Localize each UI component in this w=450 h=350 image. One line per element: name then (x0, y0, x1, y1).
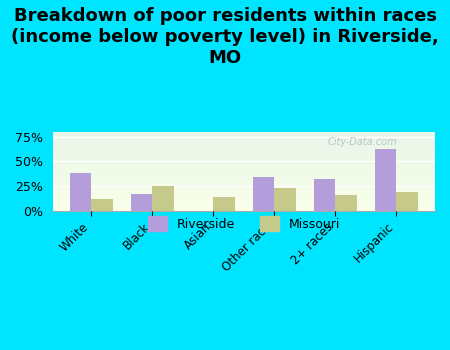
Bar (53, 193, 435, 194)
Bar (53, 150, 435, 151)
Bar (53, 182, 435, 183)
Bar (53, 145, 435, 146)
Bar (53, 148, 435, 149)
Bar (53, 170, 435, 171)
Bar (53, 173, 435, 174)
Bar (53, 167, 435, 168)
Bar (53, 196, 435, 197)
Bar (53, 190, 435, 191)
Bar (53, 149, 435, 150)
Bar (53, 197, 435, 198)
Bar (53, 201, 435, 202)
Bar (70, 173, 91, 211)
Bar (53, 206, 435, 208)
Bar (53, 171, 435, 172)
Bar (53, 134, 435, 135)
Bar (53, 203, 435, 204)
Bar (53, 209, 435, 210)
Bar (53, 139, 435, 140)
Bar (53, 154, 435, 155)
Bar (53, 146, 435, 147)
Bar (53, 177, 435, 178)
Bar (53, 156, 435, 157)
Bar (53, 142, 435, 143)
Bar (53, 159, 435, 160)
Bar (53, 181, 435, 182)
Bar (396, 192, 418, 211)
Bar (53, 152, 435, 153)
Bar (314, 179, 335, 211)
Bar (53, 157, 435, 158)
Bar (53, 188, 435, 189)
Bar (53, 168, 435, 169)
Text: City-Data.com: City-Data.com (328, 137, 398, 147)
Bar (53, 198, 435, 199)
Bar (375, 149, 396, 211)
Bar (53, 160, 435, 161)
Bar (53, 174, 435, 175)
Bar (53, 200, 435, 201)
Bar (53, 169, 435, 170)
Bar (53, 162, 435, 163)
Bar (53, 137, 435, 138)
Bar (53, 141, 435, 142)
Bar (53, 195, 435, 196)
Bar (53, 178, 435, 179)
Bar (53, 166, 435, 167)
Bar (53, 194, 435, 195)
Bar (53, 210, 435, 211)
Bar (53, 132, 435, 133)
Bar (53, 186, 435, 187)
Bar (53, 208, 435, 209)
Bar (53, 172, 435, 173)
Bar (53, 153, 435, 154)
Bar (53, 205, 435, 206)
Bar (53, 189, 435, 190)
Bar (53, 202, 435, 203)
Bar (53, 184, 435, 185)
Legend: Riverside, Missouri: Riverside, Missouri (142, 210, 346, 237)
Bar (53, 133, 435, 134)
Bar (53, 158, 435, 159)
Bar (53, 165, 435, 166)
Bar (53, 136, 435, 137)
Bar (213, 197, 235, 211)
Bar (53, 147, 435, 148)
Bar (53, 180, 435, 181)
Bar (53, 151, 435, 152)
Bar (53, 199, 435, 200)
Bar (53, 138, 435, 139)
Bar (53, 175, 435, 176)
Bar (53, 185, 435, 186)
Bar (53, 135, 435, 137)
Bar (53, 183, 435, 184)
Text: Breakdown of poor residents within races
(income below poverty level) in Riversi: Breakdown of poor residents within races… (11, 7, 439, 66)
Bar (53, 179, 435, 180)
Bar (253, 177, 274, 211)
Bar (131, 194, 153, 211)
Bar (53, 155, 435, 156)
Bar (53, 187, 435, 188)
Bar (53, 176, 435, 177)
Bar (53, 144, 435, 145)
Bar (91, 199, 113, 211)
Bar (53, 161, 435, 162)
Bar (53, 140, 435, 141)
Bar (53, 163, 435, 164)
Bar (153, 186, 174, 211)
Bar (335, 195, 357, 211)
Bar (53, 164, 435, 165)
Bar (53, 191, 435, 193)
Bar (274, 188, 296, 211)
Bar (53, 204, 435, 205)
